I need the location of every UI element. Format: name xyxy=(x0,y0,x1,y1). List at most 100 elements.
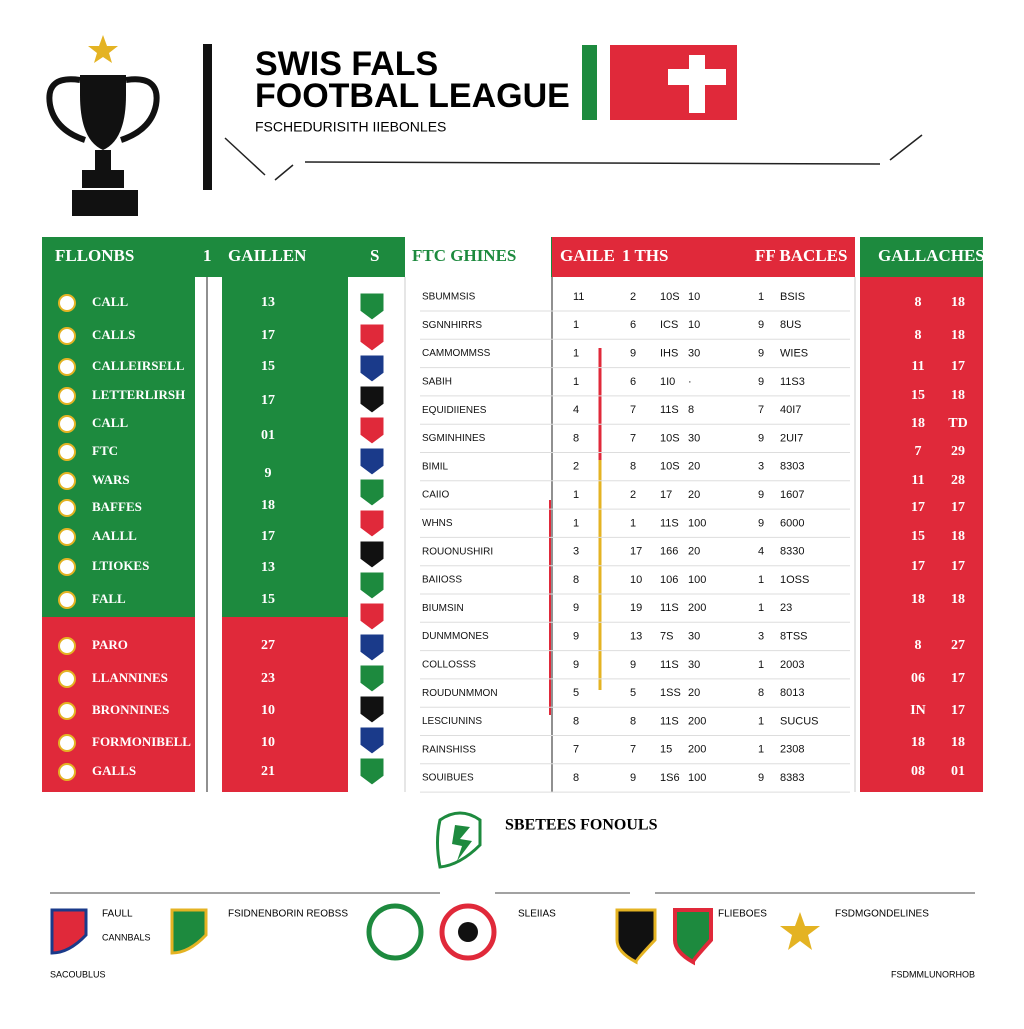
cell: 8 xyxy=(688,404,694,416)
right-number: 08 xyxy=(911,764,925,779)
cell: 1SS xyxy=(660,687,681,699)
crest xyxy=(359,540,385,569)
cell: · xyxy=(688,376,692,388)
cell: 23 xyxy=(780,602,792,614)
row-name: CAMMOMMSS xyxy=(422,348,491,359)
right-number: 18 xyxy=(951,735,965,750)
cell: 100 xyxy=(688,517,706,529)
right-number: 8 xyxy=(915,638,922,653)
cell: 10 xyxy=(688,319,700,331)
row-name: ROUDUNMMON xyxy=(422,688,498,699)
cell: 8330 xyxy=(780,546,804,558)
cell: 10S xyxy=(660,432,680,444)
panel xyxy=(222,617,348,792)
column-header: FTC GHINES xyxy=(412,246,516,265)
footer-note: SACOUBLUS xyxy=(50,969,106,979)
cell: 9 xyxy=(630,772,636,784)
row-name: COLLOSSS xyxy=(422,660,476,671)
header-bar xyxy=(860,237,983,277)
subtitle: FSCHEDURISITH IIEBONLES xyxy=(255,119,446,135)
right-number: 17 xyxy=(951,559,965,574)
cell: 1 xyxy=(758,602,764,614)
cell: 1 xyxy=(758,291,764,303)
crest xyxy=(359,726,385,755)
cell: 15 xyxy=(660,744,672,756)
cell: 4 xyxy=(573,404,579,416)
cell: 5 xyxy=(630,687,636,699)
cell: 8US xyxy=(780,319,801,331)
cell: 3 xyxy=(758,631,764,643)
cell: 8 xyxy=(573,772,579,784)
title: FOOTBAL LEAGUE xyxy=(255,77,570,115)
cell: 1 xyxy=(573,319,579,331)
right-number: 29 xyxy=(951,444,965,459)
row-name: ROUONUSHIRI xyxy=(422,546,493,557)
team-badge xyxy=(58,528,76,546)
cell: 1 xyxy=(758,659,764,671)
team-number: 17 xyxy=(261,328,275,343)
team-badge xyxy=(58,499,76,517)
cell: 1I0 xyxy=(660,376,675,388)
cell: 9 xyxy=(758,432,764,444)
cell: 17 xyxy=(630,546,642,558)
right-number: 17 xyxy=(951,359,965,374)
cell: 2308 xyxy=(780,744,804,756)
crest xyxy=(359,323,385,352)
cell: 30 xyxy=(688,348,700,360)
team-badge xyxy=(58,558,76,576)
cell: 10 xyxy=(630,574,642,586)
team-number: 13 xyxy=(261,295,275,310)
cell: 166 xyxy=(660,546,678,558)
right-number: 27 xyxy=(951,638,965,653)
crest xyxy=(359,478,385,507)
footer-logos xyxy=(50,903,820,966)
team-name: BAFFES xyxy=(92,499,142,514)
cell: 2003 xyxy=(780,659,804,671)
flag xyxy=(582,45,737,120)
cell: 7 xyxy=(758,404,764,416)
cell: 10S xyxy=(660,291,680,303)
crest xyxy=(359,292,385,321)
cell: 17 xyxy=(660,489,672,501)
team-name: CALLEIRSELL xyxy=(92,358,185,373)
footer-item: FAULL xyxy=(102,909,133,920)
cell: 1 xyxy=(758,574,764,586)
cell: 1OSS xyxy=(780,574,809,586)
footer-note: FSDMMLUNORHOB xyxy=(891,969,975,979)
right-number: 06 xyxy=(911,671,925,686)
right-number: 28 xyxy=(951,473,965,488)
column-header: GAILLEN xyxy=(228,246,307,265)
team-name: WARS xyxy=(92,472,130,487)
right-number: 11 xyxy=(911,473,924,488)
right-number: 18 xyxy=(951,388,965,403)
footer-crest xyxy=(436,811,482,869)
cell: 30 xyxy=(688,631,700,643)
footer-item: FSDMGONDELINES xyxy=(835,909,929,920)
crest xyxy=(359,447,385,476)
cell: ICS xyxy=(660,319,678,331)
right-number: 17 xyxy=(911,559,925,574)
team-number: 21 xyxy=(261,764,275,779)
team-number: 13 xyxy=(261,560,275,575)
cell: 8 xyxy=(758,687,764,699)
panel xyxy=(222,277,348,617)
cell: 20 xyxy=(688,546,700,558)
header-cell xyxy=(405,237,551,277)
right-number: 18 xyxy=(951,529,965,544)
cell: 1 xyxy=(630,517,636,529)
cell: 40I7 xyxy=(780,404,801,416)
cell: 20 xyxy=(688,687,700,699)
team-number: 27 xyxy=(261,638,275,653)
divider-bar xyxy=(203,44,212,190)
decor-lines xyxy=(224,134,923,181)
cell: 7S xyxy=(660,631,673,643)
cell: 3 xyxy=(758,461,764,473)
team-name: BRONNINES xyxy=(92,702,169,717)
cell: 106 xyxy=(660,574,678,586)
column-header: GAILE xyxy=(560,246,615,265)
team-badge xyxy=(58,387,76,405)
cell: 1 xyxy=(573,376,579,388)
crest xyxy=(359,602,385,631)
team-number: 15 xyxy=(261,359,275,374)
